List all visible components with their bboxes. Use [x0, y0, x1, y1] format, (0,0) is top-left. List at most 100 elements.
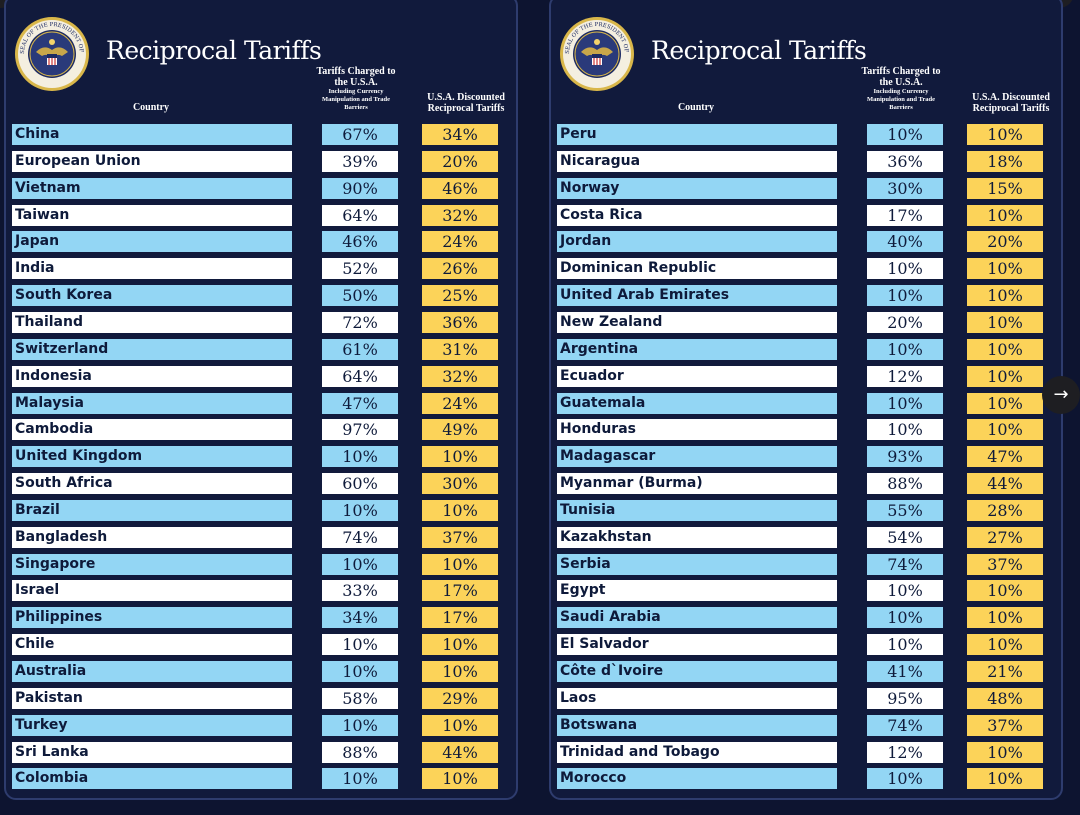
country-cell: Brazil — [12, 499, 292, 521]
presidential-seal-icon: SEAL OF THE PRESIDENT OF THE UNITED STAT… — [14, 16, 89, 91]
tariff-discounted-cell: 36% — [422, 311, 498, 333]
tariff-charged-cell: 41% — [867, 661, 943, 682]
country-cell: Saudi Arabia — [557, 607, 837, 629]
country-cell: South Africa — [12, 473, 292, 495]
header-charged-sub: Including Currency Manipulation and Trad… — [866, 88, 936, 111]
tariff-charged-cell: 10% — [867, 258, 943, 280]
tariff-discounted-cell: 37% — [422, 526, 498, 548]
tariff-charged-cell: 10% — [867, 634, 943, 656]
tariff-discounted-cell: 10% — [967, 741, 1043, 763]
country-cell: Honduras — [557, 419, 837, 441]
country-cell: Botswana — [557, 714, 837, 736]
country-cell: Myanmar (Burma) — [557, 473, 837, 495]
tariff-charged-cell: 10% — [322, 768, 398, 790]
tariff-discounted-cell: 10% — [422, 553, 498, 575]
tariff-charged-cell: 12% — [867, 365, 943, 387]
country-cell: United Arab Emirates — [557, 285, 837, 307]
tariff-charged-cell: 50% — [322, 285, 398, 307]
tariff-charged-cell: 39% — [322, 150, 398, 172]
tariff-discounted-cell: 30% — [422, 473, 498, 495]
tariff-charged-cell: 88% — [322, 741, 398, 763]
tariff-discounted-cell: 34% — [422, 124, 498, 145]
page-title: Reciprocal Tariffs — [651, 36, 867, 65]
header-discounted: U.S.A. Discounted Reciprocal Tariffs — [427, 92, 505, 114]
tariff-charged-cell: 97% — [322, 419, 398, 441]
tariff-discounted-cell: 10% — [422, 768, 498, 790]
tariff-charged-cell: 95% — [867, 687, 943, 709]
country-cell: South Korea — [12, 285, 292, 307]
tariff-discounted-cell: 17% — [422, 580, 498, 602]
tariff-charged-cell: 20% — [867, 311, 943, 333]
tariff-charged-cell: 36% — [867, 150, 943, 172]
country-cell: Trinidad and Tobago — [557, 741, 837, 763]
next-slide-button[interactable]: → — [1042, 376, 1080, 414]
country-cell: Egypt — [557, 580, 837, 602]
tariff-discounted-cell: 32% — [422, 365, 498, 387]
tariff-discounted-cell: 44% — [422, 741, 498, 763]
country-cell: Australia — [12, 661, 292, 682]
tariff-charged-cell: 74% — [322, 526, 398, 548]
tariff-discounted-cell: 20% — [967, 231, 1043, 253]
tariff-charged-cell: 33% — [322, 580, 398, 602]
country-cell: Nicaragua — [557, 150, 837, 172]
tariff-charged-cell: 10% — [867, 392, 943, 414]
tariff-charged-cell: 17% — [867, 204, 943, 226]
country-cell: Peru — [557, 124, 837, 145]
tariff-charged-cell: 74% — [867, 553, 943, 575]
tariff-discounted-cell: 27% — [967, 526, 1043, 548]
tariff-charged-cell: 60% — [322, 473, 398, 495]
tariff-charged-cell: 10% — [322, 499, 398, 521]
country-cell: Sri Lanka — [12, 741, 292, 763]
header-charged: Tariffs Charged to the U.S.A. Including … — [311, 66, 401, 112]
country-cell: Chile — [12, 634, 292, 656]
tariff-discounted-cell: 21% — [967, 661, 1043, 682]
country-cell: Vietnam — [12, 177, 292, 199]
tariff-charged-cell: 61% — [322, 338, 398, 360]
country-cell: Dominican Republic — [557, 258, 837, 280]
tariff-discounted-cell: 10% — [967, 204, 1043, 226]
tariff-discounted-cell: 10% — [422, 661, 498, 682]
tariff-charged-cell: 40% — [867, 231, 943, 253]
country-cell: Kazakhstan — [557, 526, 837, 548]
tariff-discounted-cell: 10% — [967, 607, 1043, 629]
country-cell: El Salvador — [557, 634, 837, 656]
tariff-charged-cell: 30% — [867, 177, 943, 199]
tariff-charged-cell: 47% — [322, 392, 398, 414]
tariff-panel-right: SEAL OF THE PRESIDENT OF THE UNITED STAT… — [549, 0, 1063, 800]
tariff-discounted-cell: 10% — [967, 580, 1043, 602]
country-cell: Tunisia — [557, 499, 837, 521]
country-cell: Morocco — [557, 768, 837, 790]
country-cell: India — [12, 258, 292, 280]
tariff-discounted-cell: 25% — [422, 285, 498, 307]
tariff-discounted-cell: 10% — [967, 419, 1043, 441]
country-cell: New Zealand — [557, 311, 837, 333]
presidential-seal-icon: SEAL OF THE PRESIDENT OF THE UNITED STAT… — [559, 16, 634, 91]
tariff-charged-cell: 46% — [322, 231, 398, 253]
tariff-discounted-cell: 15% — [967, 177, 1043, 199]
country-cell: Pakistan — [12, 687, 292, 709]
tariff-charged-cell: 10% — [322, 634, 398, 656]
tariff-charged-cell: 64% — [322, 365, 398, 387]
country-cell: Thailand — [12, 311, 292, 333]
tariff-discounted-cell: 10% — [422, 499, 498, 521]
tariff-charged-cell: 67% — [322, 124, 398, 145]
tariff-discounted-cell: 10% — [422, 634, 498, 656]
country-cell: Laos — [557, 687, 837, 709]
arrow-right-icon: → — [1053, 384, 1069, 405]
country-cell: United Kingdom — [12, 446, 292, 468]
tariff-discounted-cell: 46% — [422, 177, 498, 199]
tariff-discounted-cell: 32% — [422, 204, 498, 226]
country-cell: Costa Rica — [557, 204, 837, 226]
tariff-discounted-cell: 37% — [967, 553, 1043, 575]
tariff-charged-cell: 74% — [867, 714, 943, 736]
tariff-discounted-cell: 17% — [422, 607, 498, 629]
header-charged-label: Tariffs Charged to the U.S.A. — [316, 66, 396, 88]
tariff-charged-cell: 10% — [867, 285, 943, 307]
country-cell: Jordan — [557, 231, 837, 253]
tariff-discounted-cell: 24% — [422, 231, 498, 253]
country-cell: Taiwan — [12, 204, 292, 226]
tariff-discounted-cell: 20% — [422, 150, 498, 172]
country-cell: Colombia — [12, 768, 292, 790]
tariff-discounted-cell: 10% — [422, 446, 498, 468]
tariff-charged-cell: 88% — [867, 473, 943, 495]
